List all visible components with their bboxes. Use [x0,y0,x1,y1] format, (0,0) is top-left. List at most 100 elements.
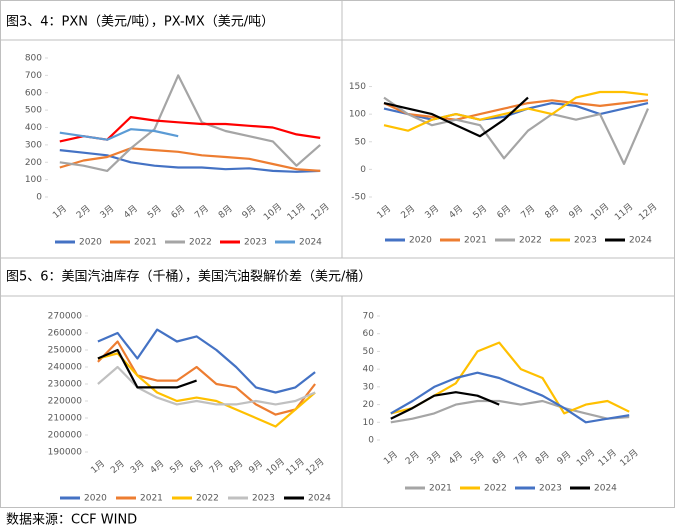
legend-label: 2023 [574,236,597,246]
x-tick-label: 9月 [240,203,258,221]
x-tick-label: 2月 [74,203,92,221]
legend-label: 2021 [134,238,157,248]
y-tick-label: 200000 [48,431,83,441]
x-tick-label: 3月 [425,449,443,467]
x-tick-label: 6月 [169,203,187,221]
x-tick-label: 3月 [423,203,441,221]
legend-label: 2020 [84,494,107,504]
legend-label: 2024 [299,238,322,248]
y-tick-label: 240000 [48,363,83,373]
legend-label: 2021 [464,236,487,246]
y-tick-label: 0 [368,436,374,446]
x-tick-label: 10月 [589,201,612,223]
series-line [59,147,321,172]
series-line [383,96,529,138]
x-tick-label: 12月 [637,201,660,223]
x-tick-label: 7月 [519,203,537,221]
series-line [97,365,316,406]
y-tick-label: 60 [363,329,375,339]
legend-label: 2024 [629,236,652,246]
y-tick-label: 250000 [48,346,83,356]
y-tick-label: 210000 [48,414,83,424]
x-tick-label: 5月 [145,203,163,221]
x-tick-label: 10月 [574,447,597,469]
y-tick-label: 220000 [48,397,83,407]
x-tick-label: 4月 [447,203,465,221]
x-tick-label: 11月 [596,447,619,469]
y-tick-label: 10 [363,418,375,428]
series-line [390,399,630,424]
x-tick-label: 4月 [447,449,465,467]
y-tick-label: 200 [25,158,42,168]
series-line [59,128,179,141]
series-line [97,340,316,416]
y-tick-label: 100 [349,110,366,120]
y-tick-label: 30 [363,382,375,392]
x-tick-label: 1月 [375,203,393,221]
x-tick-label: 12月 [618,447,641,469]
x-tick-label: 10月 [261,201,284,223]
legend-label: 2021 [140,494,163,504]
y-tick-label: 260000 [48,329,83,339]
y-tick-label: -50 [351,193,366,203]
y-tick-label: 800 [25,54,42,64]
x-tick-label: 9月 [555,449,573,467]
x-tick-label: 11月 [613,201,636,223]
x-tick-label: 8月 [216,203,234,221]
series-line [97,328,316,394]
legend-label: 2023 [252,494,275,504]
y-tick-label: 50 [363,347,375,357]
x-tick-label: 12月 [304,456,327,478]
y-tick-label: 70 [363,312,375,322]
legend-label: 2024 [594,484,617,494]
x-tick-label: 3月 [128,458,146,476]
x-tick-label: 1月 [89,458,107,476]
x-tick-label: 11月 [285,201,308,223]
x-tick-label: 8月 [543,203,561,221]
x-tick-label: 7月 [193,203,211,221]
source: 数据来源：CCF WIND [6,513,137,528]
series-line [383,99,649,121]
x-tick-label: 6月 [187,458,205,476]
x-tick-label: 2月 [403,449,421,467]
series-line [97,348,197,389]
legend-label: 2023 [244,238,267,248]
x-tick-label: 6月 [495,203,513,221]
legend-label: 2022 [519,236,542,246]
legend-label: 2020 [409,236,432,246]
x-tick-label: 7月 [512,449,530,467]
x-tick-label: 5月 [168,458,186,476]
x-tick-label: 8月 [533,449,551,467]
y-tick-label: 0 [360,165,366,175]
legend-label: 2020 [79,238,102,248]
series-line [59,74,321,172]
legend-label: 2023 [539,484,562,494]
y-tick-label: 50 [355,137,367,147]
x-tick-label: 4月 [148,458,166,476]
y-tick-label: 300 [25,140,42,150]
x-tick-label: 10月 [264,456,287,478]
y-tick-label: 600 [25,88,42,98]
y-tick-label: 400 [25,123,42,133]
y-tick-label: 40 [363,365,375,375]
x-tick-label: 2月 [108,458,126,476]
x-tick-label: 1月 [51,203,69,221]
y-tick-label: 230000 [48,380,83,390]
series-line [59,149,321,173]
x-tick-label: 4月 [122,203,140,221]
y-tick-label: 190000 [48,448,83,458]
x-tick-label: 3月 [98,203,116,221]
legend-label: 2024 [308,494,331,504]
series-line [383,90,649,132]
series-line [383,96,650,165]
x-tick-label: 2月 [399,203,417,221]
frame [0,0,675,508]
x-tick-label: 7月 [207,458,225,476]
legend-label: 2022 [484,484,507,494]
y-tick-label: 0 [36,193,42,203]
legend-label: 2022 [189,238,212,248]
legend-label: 2021 [429,484,452,494]
x-tick-label: 11月 [284,456,307,478]
y-tick-label: 100 [25,175,42,185]
